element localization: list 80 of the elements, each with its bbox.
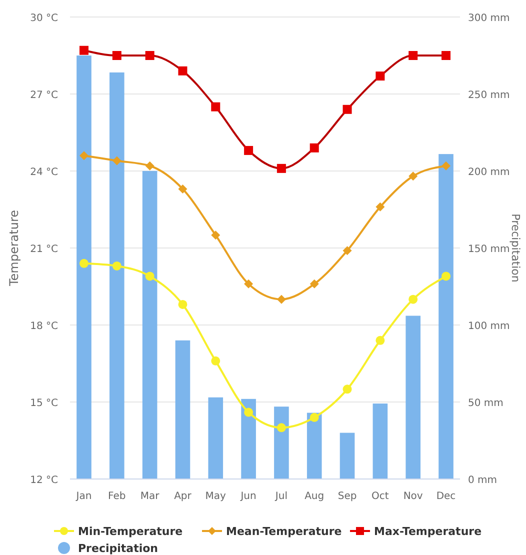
point	[408, 51, 418, 60]
bar	[406, 316, 421, 479]
point	[442, 51, 451, 60]
x-tick-label: Aug	[304, 491, 324, 502]
point	[310, 412, 319, 422]
bar	[175, 340, 190, 479]
point	[342, 246, 352, 256]
bar	[241, 398, 256, 479]
y-tick-label: 21 °C	[30, 244, 58, 255]
point	[178, 66, 188, 76]
bar	[372, 404, 388, 479]
y2-tick-label: 100 mm	[468, 321, 510, 332]
bar	[76, 56, 92, 479]
y2-tick-label: 150 mm	[468, 244, 510, 255]
point	[442, 272, 451, 281]
point	[145, 51, 154, 60]
point	[112, 261, 122, 270]
point	[79, 151, 88, 160]
point	[376, 72, 385, 81]
x-tick-label: Nov	[403, 491, 423, 502]
bar	[438, 154, 454, 479]
point	[178, 300, 188, 309]
point	[145, 272, 154, 281]
y2-tick-label: 0 mm	[468, 475, 498, 486]
point	[211, 102, 220, 112]
x-tick-label: Apr	[174, 491, 192, 502]
point	[244, 408, 254, 417]
point	[211, 356, 220, 366]
bar	[274, 406, 289, 479]
point	[178, 184, 188, 194]
y2-tick-label: 250 mm	[468, 90, 510, 101]
point	[145, 161, 154, 170]
x-tick-label: Sep	[338, 491, 357, 502]
x-tick-label: May	[205, 491, 226, 502]
y-tick-label: 12 °C	[30, 475, 58, 486]
point	[442, 161, 451, 170]
x-tick-label: Dec	[436, 491, 456, 502]
y-axis-title: Temperature	[7, 210, 21, 288]
x-tick-label: Feb	[108, 491, 126, 502]
y-tick-label: 18 °C	[30, 321, 58, 332]
x-tick-label: Jul	[274, 491, 288, 502]
y2-axis-title: Precipitation	[509, 214, 522, 282]
point	[376, 336, 385, 345]
point	[276, 164, 286, 173]
bar	[208, 397, 224, 479]
point	[276, 294, 286, 304]
point	[342, 104, 352, 114]
y2-tick-label: 50 mm	[468, 398, 504, 409]
point	[310, 143, 319, 152]
point	[79, 258, 88, 268]
point	[376, 202, 385, 212]
x-tick-label: Mar	[140, 491, 160, 502]
bar	[142, 171, 158, 479]
legend-label: Max-Temperature	[374, 525, 482, 538]
bar	[340, 432, 355, 479]
x-tick-label: Oct	[372, 491, 389, 502]
x-tick-label: Jun	[240, 491, 256, 502]
point	[112, 51, 122, 60]
point	[79, 46, 88, 55]
point	[408, 172, 418, 181]
point	[310, 279, 319, 288]
y2-tick-label: 200 mm	[468, 167, 510, 178]
bar	[306, 412, 322, 479]
x-tick-label: Jan	[75, 491, 92, 502]
legend-label: Precipitation	[78, 542, 158, 555]
y-tick-label: 24 °C	[30, 167, 58, 178]
point	[276, 423, 286, 432]
legend-label: Min-Temperature	[78, 525, 183, 538]
y-tick-label: 15 °C	[30, 398, 58, 409]
point	[342, 384, 352, 394]
bar	[109, 72, 124, 479]
point	[408, 294, 418, 304]
y-tick-label: 30 °C	[30, 13, 58, 24]
point	[112, 156, 122, 166]
legend-label: Mean-Temperature	[226, 525, 342, 538]
y2-tick-label: 300 mm	[468, 13, 510, 24]
point	[211, 230, 220, 240]
y-tick-label: 27 °C	[30, 90, 58, 101]
point	[244, 279, 254, 288]
point	[244, 146, 254, 155]
